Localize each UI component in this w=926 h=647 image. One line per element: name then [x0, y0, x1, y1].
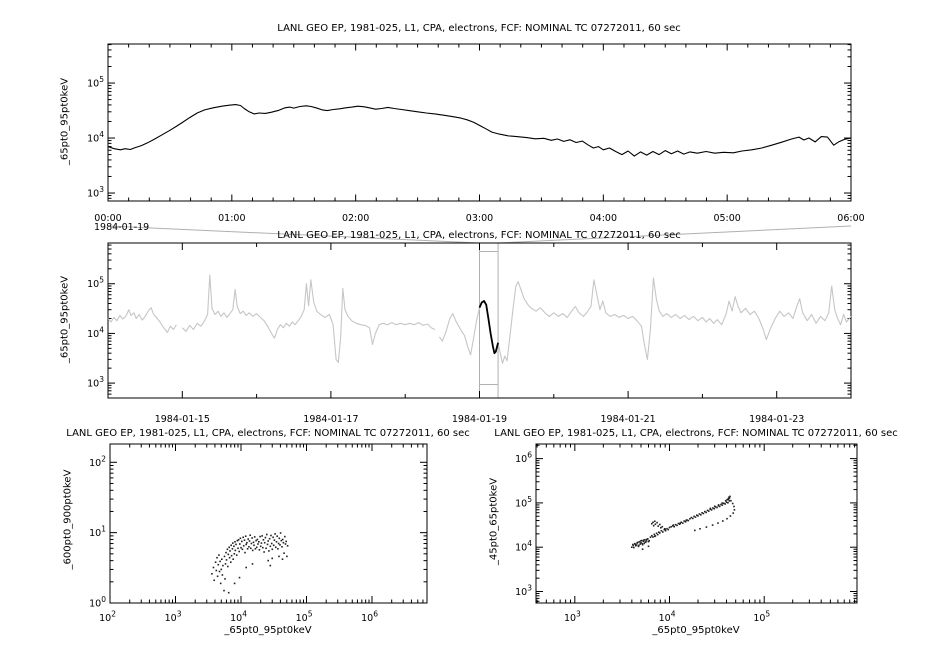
- time-tick-label: 00:00: [94, 213, 121, 224]
- zoom-band[interactable]: [479, 243, 499, 398]
- top-panel-date-label: 1984-01-19: [94, 222, 150, 233]
- y-axis-ticks: 103 104 105: [87, 244, 851, 395]
- tick-label: 103: [87, 375, 104, 390]
- date-tick-label: 1984-01-19: [452, 414, 507, 425]
- x-axis-ticks: 00:00 01:00 02:00 03:00 04:00 05:00 06:00: [94, 44, 865, 224]
- tick-label: 102: [99, 610, 116, 625]
- time-tick-label: 05:00: [713, 213, 740, 224]
- series-context: [107, 307, 177, 333]
- series-context: [438, 307, 481, 356]
- tick-label: 105: [753, 610, 770, 625]
- series-highlighted-interval: [478, 300, 499, 355]
- scatter-right-y-axis-label: _45pt0_65pt0keV: [488, 477, 500, 566]
- panel-scatter-45-65[interactable]: 103 104 105 106 103 104 105: [515, 443, 858, 625]
- scatter-left-y-axis-label: _600pt0_900pt0keV: [62, 469, 74, 570]
- scatter-points: [631, 495, 736, 550]
- x-axis-ticks: 103 104 105: [536, 444, 856, 625]
- scatter-right-x-axis-label: _65pt0_95pt0keV: [652, 625, 740, 636]
- scatter-points: [211, 532, 289, 594]
- tick-label: 104: [87, 325, 104, 340]
- tick-label: 105: [515, 495, 532, 510]
- tick-label: 105: [87, 75, 104, 90]
- series-context: [181, 274, 436, 364]
- scatter-right-title: LANL GEO EP, 1981-025, L1, CPA, electron…: [494, 428, 898, 439]
- tick-label: 106: [515, 451, 532, 466]
- tick-label: 103: [87, 185, 104, 200]
- zoom-connector-lines: [107, 225, 852, 244]
- time-tick-label: 06:00: [837, 213, 864, 224]
- panel-scatter-600-900[interactable]: 100 101 102 102 103 104 105 106: [89, 443, 428, 625]
- tick-label: 105: [296, 610, 313, 625]
- tick-label: 103: [165, 610, 182, 625]
- tick-label: 104: [515, 539, 532, 554]
- date-tick-label: 1984-01-17: [303, 414, 358, 425]
- tick-label: 101: [89, 525, 106, 540]
- top-panel-title: LANL GEO EP, 1981-025, L1, CPA, electron…: [277, 23, 681, 34]
- time-tick-label: 02:00: [342, 213, 369, 224]
- tick-label: 103: [515, 583, 532, 598]
- tick-label: 100: [89, 595, 106, 610]
- context-panel-title: LANL GEO EP, 1981-025, L1, CPA, electron…: [277, 230, 681, 241]
- y-axis-ticks: 103 104 105 106: [515, 444, 857, 602]
- date-tick-label: 1984-01-23: [749, 414, 804, 425]
- x-axis-ticks: 102 103 104 105 106: [99, 444, 424, 625]
- date-tick-label: 1984-01-15: [155, 414, 210, 425]
- tick-label: 106: [361, 610, 378, 625]
- tick-label: 104: [87, 130, 104, 145]
- y-axis-ticks: 103 104 105: [87, 44, 851, 200]
- scatter-left-title: LANL GEO EP, 1981-025, L1, CPA, electron…: [66, 428, 470, 439]
- tick-label: 105: [87, 276, 104, 291]
- time-tick-label: 04:00: [590, 213, 617, 224]
- x-axis-ticks: 1984-01-15 1984-01-17 1984-01-19 1984-01-21…: [107, 243, 852, 425]
- time-tick-label: 03:00: [466, 213, 493, 224]
- tick-label: 104: [230, 610, 247, 625]
- tick-label: 103: [564, 610, 581, 625]
- series-context: [497, 277, 852, 364]
- y-axis-ticks: 100 101 102: [89, 454, 427, 610]
- tick-label: 104: [659, 610, 676, 625]
- context-panel-y-axis-label: _65pt0_95pt0keV: [59, 275, 71, 364]
- time-tick-label: 01:00: [218, 213, 245, 224]
- date-tick-label: 1984-01-21: [600, 414, 655, 425]
- scatter-left-x-axis-label: _65pt0_95pt0keV: [224, 625, 312, 636]
- series-_65pt0_95pt0keV: [107, 104, 852, 157]
- tick-label: 102: [89, 454, 106, 469]
- top-panel-y-axis-label: _65pt0_95pt0keV: [59, 77, 71, 166]
